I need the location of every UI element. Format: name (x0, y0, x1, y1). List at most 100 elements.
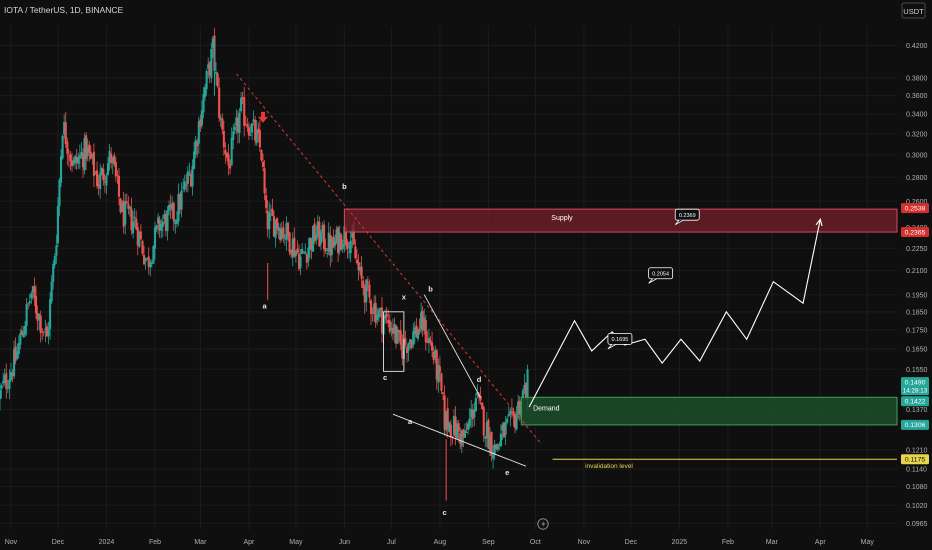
candle-body (25, 304, 28, 326)
candle-body (142, 255, 146, 265)
x-tick-label: Nov (5, 539, 18, 546)
candle-body (467, 423, 470, 430)
candle-body (285, 223, 288, 240)
descending-trendline (235, 73, 543, 445)
candle-body (431, 342, 434, 351)
target-callout-pointer (674, 219, 684, 226)
candle-body (210, 48, 213, 79)
candle-body (363, 286, 366, 303)
price-tag-value: 0.1422 (905, 399, 926, 406)
candle-body (379, 307, 382, 311)
candle-body (105, 175, 108, 186)
candle-body (344, 229, 348, 245)
candle-body (427, 337, 430, 343)
candle-body (103, 181, 106, 183)
candle-body (496, 444, 499, 450)
currency-button[interactable]: USDT (901, 2, 926, 19)
candle-body (193, 151, 196, 169)
candle-body (67, 155, 70, 157)
wave-label: c (383, 373, 387, 382)
candle-body (58, 179, 61, 207)
candle-body (78, 154, 81, 159)
candle-body (183, 181, 186, 190)
candle-body (164, 213, 167, 231)
demand-label: Demand (533, 405, 560, 412)
candle-body (435, 350, 438, 380)
candle-body (122, 200, 125, 227)
y-tick-label: 0.1210 (906, 447, 928, 454)
candle-body (30, 293, 33, 299)
candle-body (175, 219, 178, 224)
x-tick-label: Dec (52, 539, 65, 546)
candle-body (91, 153, 94, 158)
candle-body (481, 402, 484, 409)
candle-body (366, 282, 369, 284)
candle-body (501, 424, 504, 431)
candle-body (351, 231, 354, 238)
chart-area[interactable]: Supply Demand invalidation level a b x b c a d… (0, 26, 898, 530)
candle-body (92, 151, 95, 176)
candle-body (416, 329, 420, 339)
candle-body (421, 310, 424, 331)
y-tick-label: 0.3400 (906, 112, 928, 119)
correction-box (383, 311, 405, 372)
candle-body (16, 351, 19, 359)
target-callout-box (607, 332, 633, 345)
candle-body (42, 331, 45, 333)
candle-body (224, 149, 227, 155)
zones: Supply Demand invalidation level (343, 208, 898, 470)
candle-body (204, 87, 207, 97)
candle-body (211, 38, 214, 49)
candle-body (70, 160, 74, 167)
x-tick-label: May (861, 539, 875, 546)
candle-body (517, 401, 520, 415)
replay-icon[interactable] (537, 518, 549, 530)
target-callout-pointer (607, 344, 617, 350)
candle-body (132, 221, 135, 234)
candle-body (33, 286, 36, 298)
candle-body (279, 228, 282, 241)
candle-body (282, 227, 285, 238)
candle-body (100, 167, 103, 175)
candle-body (485, 421, 488, 439)
candle-body (20, 330, 23, 336)
candle-body (438, 366, 441, 373)
x-tick-label: Apr (243, 539, 255, 546)
y-tick-label: 0.0965 (906, 521, 928, 528)
candle-body (127, 203, 130, 209)
price-tag-bg (901, 419, 929, 430)
candle-body (452, 416, 456, 436)
candle-body (160, 223, 163, 231)
candle-body (454, 416, 457, 438)
candle-body (180, 190, 183, 210)
time-axis[interactable]: Nov Dec 2024 Feb Mar Apr May Jun Jul Aug Sep Oct Nov… (0, 530, 932, 550)
x-tick-label: 2024 (99, 539, 115, 546)
candle-body (94, 173, 97, 174)
demand-zone (520, 396, 898, 426)
candle-body (88, 144, 91, 153)
candle-body (329, 234, 332, 256)
candle-body (362, 280, 365, 289)
candle-body (272, 216, 276, 237)
candle-body (518, 400, 521, 415)
price-axis[interactable]: 0.4200 0.3800 0.3600 0.3400 0.3200 0.3000 0.28… (898, 0, 932, 550)
x-tick-label: Mar (766, 539, 779, 546)
candle-body (343, 226, 346, 246)
y-tick-label: 0.2100 (906, 268, 928, 275)
candle-body (230, 137, 233, 166)
candle-body (255, 130, 258, 144)
target-callout: 0.2054 (648, 267, 674, 284)
candle-body (338, 232, 341, 251)
wedge-line (392, 413, 527, 467)
y-tick-label: 0.3800 (906, 76, 928, 83)
candle-body (503, 422, 506, 438)
candle-body (312, 225, 315, 252)
candle-body (0, 389, 2, 400)
candle-body (316, 221, 319, 236)
candle-body (218, 87, 221, 118)
projection-path (528, 219, 821, 408)
x-tick-label: Jun (339, 539, 350, 546)
candle-body (291, 238, 294, 258)
candle-body (52, 264, 55, 282)
